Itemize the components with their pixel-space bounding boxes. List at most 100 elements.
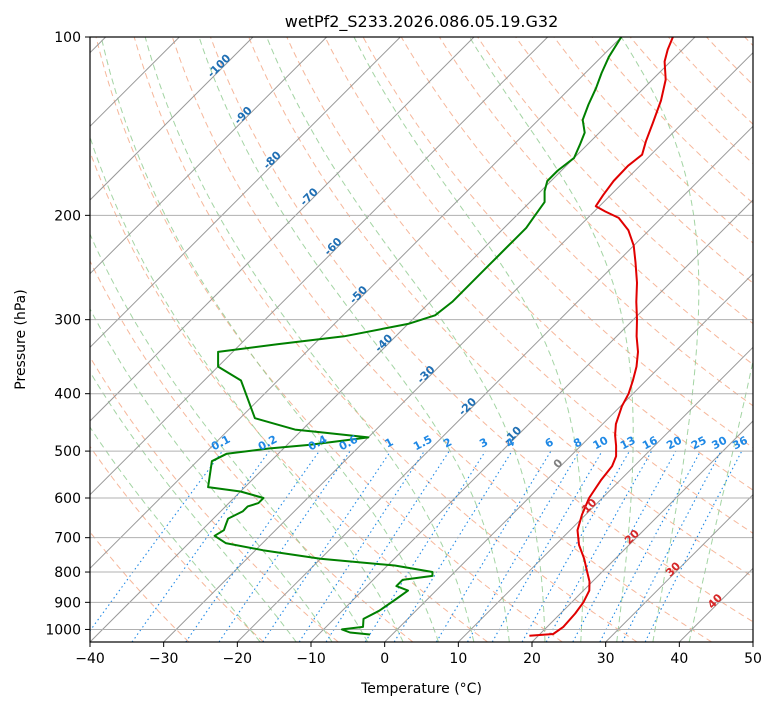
isotherm-label: -70 xyxy=(298,185,321,208)
temperature-line xyxy=(529,37,674,637)
x-axis-label: Temperature (°C) xyxy=(360,681,482,697)
dry-adiabat-line xyxy=(744,37,753,47)
isotherm-line xyxy=(236,125,753,642)
isotherm-line xyxy=(163,51,753,642)
dewpoint-line xyxy=(207,37,623,636)
mixing-ratio-line xyxy=(218,450,351,642)
isotherm-label: -80 xyxy=(261,148,284,171)
isotherm-line xyxy=(752,641,753,642)
moist-adiabat-line xyxy=(100,37,439,642)
isotherm-line xyxy=(90,37,254,201)
mixing-ratio-label: 0.2 xyxy=(256,433,279,454)
isotherm-label: -40 xyxy=(372,331,395,354)
y-tick-label: 600 xyxy=(54,491,81,507)
x-tick-label: 0 xyxy=(380,651,389,667)
x-axis-ticks: −40 −30 −20 −10 0 10 20 30 40 50 xyxy=(75,642,762,667)
mixing-ratio-line xyxy=(262,450,392,642)
mixing-ratio-label: 0.1 xyxy=(209,433,232,454)
mixing-ratio-line xyxy=(545,450,653,642)
moist-adiabat-line xyxy=(144,37,475,642)
isotherm-line xyxy=(310,199,753,642)
dry-adiabat-line xyxy=(210,37,753,623)
moist-adiabat-line xyxy=(90,308,333,642)
background-lines xyxy=(90,37,753,642)
isotherm-line xyxy=(90,37,328,275)
plot-frame xyxy=(89,36,754,643)
pressure-gridlines xyxy=(90,36,753,630)
mixing-ratio-line xyxy=(185,450,320,642)
mixing-ratio-line xyxy=(325,450,450,642)
y-tick-label: 700 xyxy=(54,531,81,547)
mixing-ratio-label: 36 xyxy=(730,434,750,453)
mixing-ratio-label: 20 xyxy=(664,433,684,452)
moist-adiabat-line xyxy=(90,135,404,642)
isotherm-label: -30 xyxy=(414,363,437,386)
moist-adiabat-line xyxy=(353,37,584,642)
isotherm-label: -100 xyxy=(205,51,234,80)
y-tick-label: 800 xyxy=(54,565,81,581)
mixing-ratio-label: 10 xyxy=(591,433,611,452)
isotherm-line xyxy=(531,420,753,642)
dry-adiabat-line xyxy=(248,37,753,578)
isotherm-line xyxy=(605,493,753,642)
x-tick-label: 40 xyxy=(670,651,688,667)
isotherm-label: -90 xyxy=(232,104,255,127)
x-tick-label: 50 xyxy=(744,651,762,667)
mixing-ratio-label: 25 xyxy=(689,434,709,453)
x-tick-label: −10 xyxy=(296,651,326,667)
mixing-ratio-line xyxy=(572,450,677,642)
x-tick-label: −30 xyxy=(149,651,179,667)
isotherm-line xyxy=(90,37,401,349)
isotherm-label: 40 xyxy=(705,591,725,611)
profiles xyxy=(207,37,674,637)
dry-adiabat-line xyxy=(95,37,563,642)
y-tick-label: 500 xyxy=(54,444,81,460)
x-tick-label: 20 xyxy=(523,651,541,667)
y-tick-label: 200 xyxy=(54,208,81,224)
mixing-ratio-label: 13 xyxy=(618,434,638,453)
mixing-ratio-label: 8 xyxy=(571,435,584,450)
moist-adiabat-line xyxy=(90,370,297,642)
mixing-ratio-label: 3 xyxy=(477,435,490,450)
y-axis-ticks: 100 200 300 400 500 600 700 800 900 1000 xyxy=(45,30,90,638)
x-tick-label: −40 xyxy=(75,651,105,667)
isotherm-line xyxy=(457,346,753,642)
mixing-ratio-labels: 0.1 0.2 0.4 0.6 1 1.5 2 3 4 6 8 10 13 16 20 25 30 36 xyxy=(209,433,750,454)
isotherm-line xyxy=(90,37,696,642)
mixing-ratio-line xyxy=(467,450,580,642)
mixing-ratio-label: 1.5 xyxy=(411,433,434,454)
y-tick-label: 400 xyxy=(54,387,81,403)
mixing-ratio-label: 30 xyxy=(710,434,730,453)
dry-adiabat-line xyxy=(90,445,264,642)
mixing-ratio-line xyxy=(90,450,223,632)
dry-adiabat-line xyxy=(286,37,753,534)
dry-adiabat-line xyxy=(90,356,339,642)
isotherm-line xyxy=(90,37,549,496)
isotherm-label: 20 xyxy=(622,527,642,547)
moist-adiabat-line xyxy=(266,37,546,642)
mixing-ratio-line xyxy=(298,450,425,642)
dry-adiabat-line xyxy=(90,259,414,642)
y-tick-label: 100 xyxy=(54,30,81,46)
moist-adiabat-line xyxy=(620,37,700,642)
mixing-ratio-label: 16 xyxy=(640,434,660,453)
dry-adiabat-line xyxy=(668,37,753,125)
dry-adiabat-line xyxy=(515,37,753,284)
isotherm-label: -50 xyxy=(347,283,370,306)
chart-title: wetPf2_S233.2026.086.05.19.G32 xyxy=(285,12,559,32)
y-tick-label: 1000 xyxy=(45,622,81,638)
isotherm-line xyxy=(384,272,753,642)
isotherm-label: -60 xyxy=(321,235,344,258)
moist-adiabat-line xyxy=(198,37,510,642)
y-axis-label: Pressure (hPa) xyxy=(13,289,29,389)
x-tick-label: 10 xyxy=(449,651,467,667)
dry-adiabat-line xyxy=(171,37,712,642)
mixing-ratio-line xyxy=(435,450,552,642)
mixing-ratio-line xyxy=(599,450,701,642)
mixing-ratio-line xyxy=(364,450,486,642)
moist-adiabat-line xyxy=(90,426,261,642)
dry-adiabat-line xyxy=(438,37,753,366)
isotherm-line xyxy=(90,37,475,422)
dry-adiabat-line xyxy=(591,37,753,204)
